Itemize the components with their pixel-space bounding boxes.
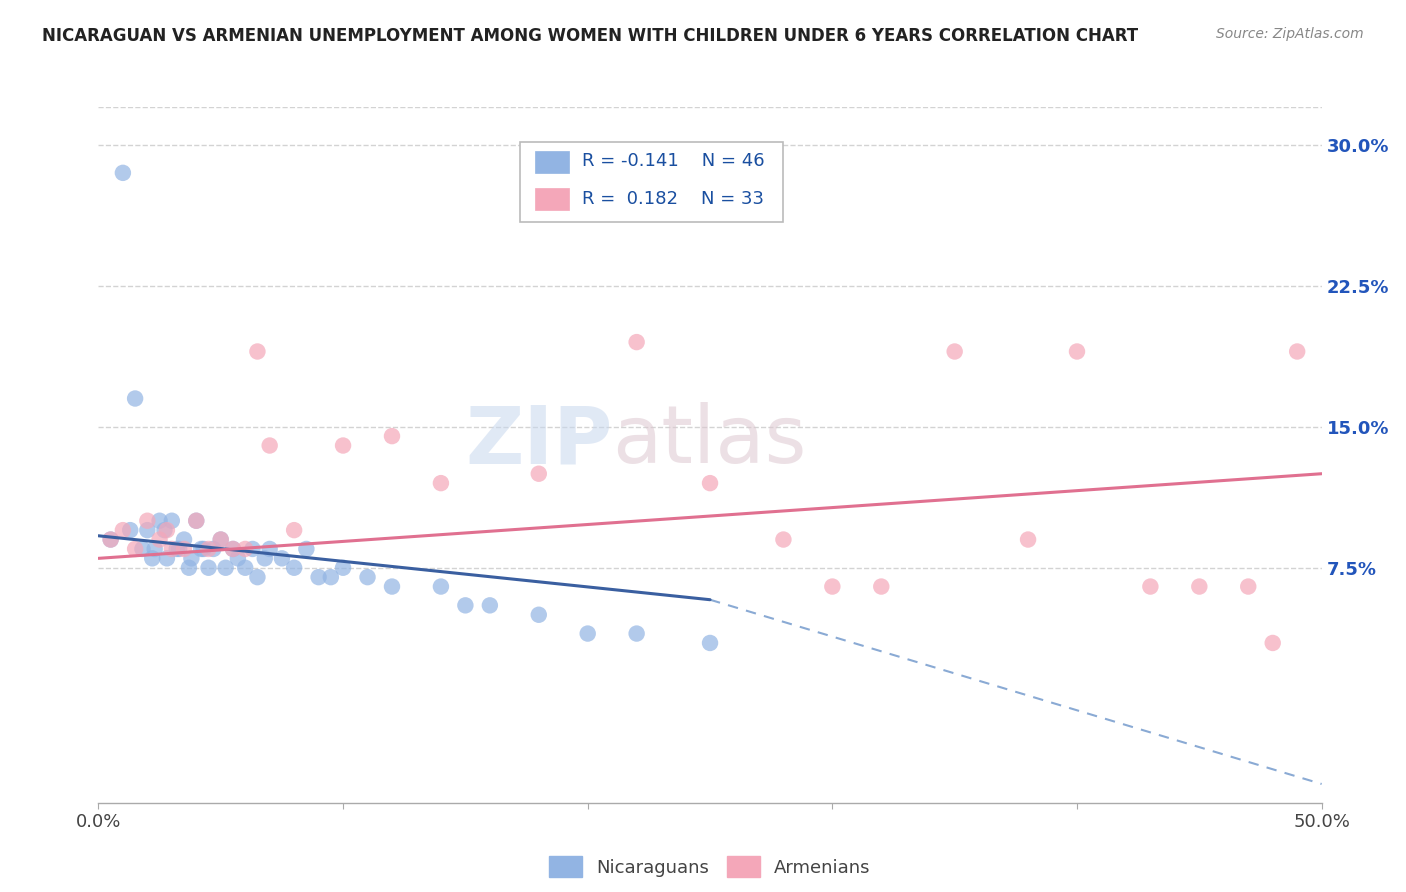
Point <box>576 626 599 640</box>
Point <box>233 560 256 574</box>
Point <box>295 541 318 556</box>
FancyBboxPatch shape <box>536 151 569 173</box>
Point <box>527 467 550 481</box>
Point <box>626 626 648 640</box>
Legend: Nicaraguans, Armenians: Nicaraguans, Armenians <box>543 849 877 884</box>
Point <box>160 541 183 556</box>
Point <box>167 541 190 556</box>
Point <box>156 551 179 566</box>
Point <box>143 541 166 556</box>
Point <box>253 551 276 566</box>
Point <box>193 541 215 556</box>
Point <box>233 541 256 556</box>
Point <box>209 533 232 547</box>
Point <box>160 514 183 528</box>
Point <box>478 599 501 613</box>
Point <box>186 514 208 528</box>
Text: atlas: atlas <box>612 402 807 480</box>
Point <box>214 560 236 574</box>
Point <box>177 560 200 574</box>
Point <box>381 429 404 443</box>
Point <box>149 533 172 547</box>
Point <box>222 541 245 556</box>
Point <box>149 514 172 528</box>
Point <box>821 580 844 594</box>
Text: R =  0.182    N = 33: R = 0.182 N = 33 <box>582 190 763 208</box>
Point <box>870 580 893 594</box>
Point <box>332 438 354 452</box>
Point <box>1139 580 1161 594</box>
Point <box>283 523 305 537</box>
Point <box>153 523 176 537</box>
Text: NICARAGUAN VS ARMENIAN UNEMPLOYMENT AMONG WOMEN WITH CHILDREN UNDER 6 YEARS CORR: NICARAGUAN VS ARMENIAN UNEMPLOYMENT AMON… <box>42 27 1139 45</box>
Point <box>111 523 134 537</box>
Point <box>120 523 142 537</box>
Point <box>222 541 245 556</box>
Point <box>173 541 195 556</box>
Point <box>197 541 219 556</box>
Point <box>1017 533 1039 547</box>
Point <box>772 533 794 547</box>
Point <box>242 541 264 556</box>
Point <box>259 541 281 556</box>
Point <box>259 438 281 452</box>
Point <box>173 533 195 547</box>
Point <box>124 541 146 556</box>
Text: R = -0.141    N = 46: R = -0.141 N = 46 <box>582 153 765 170</box>
Point <box>111 166 134 180</box>
Point <box>131 541 153 556</box>
Point <box>136 523 159 537</box>
Text: Source: ZipAtlas.com: Source: ZipAtlas.com <box>1216 27 1364 41</box>
Point <box>626 335 648 350</box>
Point <box>180 551 202 566</box>
Point <box>202 541 225 556</box>
Point <box>141 551 163 566</box>
Point <box>430 580 453 594</box>
Point <box>381 580 404 594</box>
Point <box>100 533 122 547</box>
Point <box>1261 636 1284 650</box>
Point <box>209 533 232 547</box>
Point <box>156 523 179 537</box>
FancyBboxPatch shape <box>520 142 783 222</box>
Text: ZIP: ZIP <box>465 402 612 480</box>
Point <box>527 607 550 622</box>
Point <box>226 551 249 566</box>
Point <box>246 570 269 584</box>
Point <box>332 560 354 574</box>
Point <box>699 636 721 650</box>
Point <box>283 560 305 574</box>
Point <box>430 476 453 491</box>
Point <box>308 570 330 584</box>
Point <box>356 570 378 584</box>
Point <box>197 560 219 574</box>
Point <box>100 533 122 547</box>
Point <box>124 392 146 406</box>
Point <box>190 541 212 556</box>
Point <box>1237 580 1260 594</box>
Point <box>943 344 966 359</box>
Point <box>1286 344 1309 359</box>
Point <box>1066 344 1088 359</box>
Point <box>186 514 208 528</box>
Point <box>1188 580 1211 594</box>
Point <box>454 599 477 613</box>
Point <box>246 344 269 359</box>
Point <box>166 541 188 556</box>
Point <box>136 514 159 528</box>
Point <box>270 551 294 566</box>
Point <box>699 476 721 491</box>
FancyBboxPatch shape <box>536 187 569 210</box>
Point <box>319 570 342 584</box>
